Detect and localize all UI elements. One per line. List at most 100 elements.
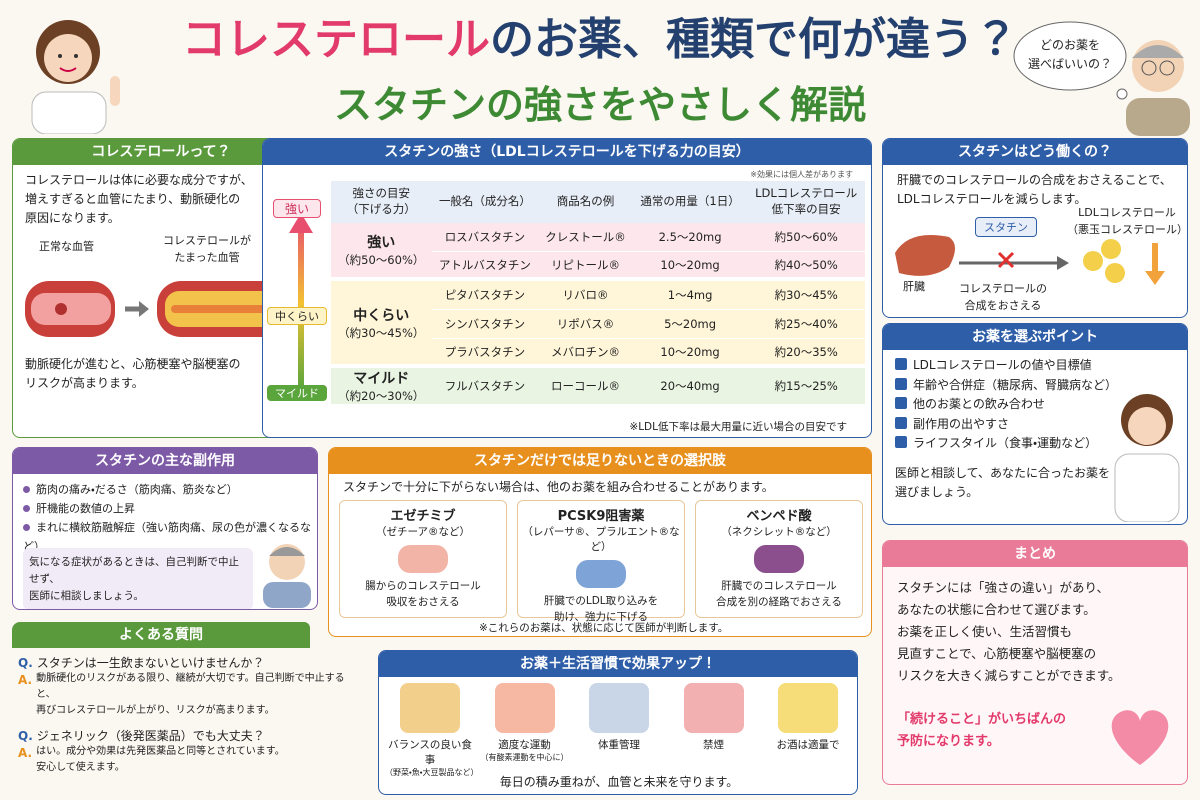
choose-text: ライフスタイル（食事・運動など） <box>913 436 1098 450</box>
life-icon <box>683 683 744 733</box>
life-list: バランスの良い食事 （野菜・魚・大豆製品など） 適度な運動 （有酸素運動を中心に） 体重… <box>385 683 853 778</box>
strength-arrow <box>289 213 313 389</box>
table-header: 商品名の例 <box>538 181 633 223</box>
life-label: 適度な運動 <box>498 739 551 751</box>
table-header: 強さの目安 （下げる力） <box>331 181 432 223</box>
life-item: 禁煙 <box>669 683 759 778</box>
choose-text: LDLコレステロールの値や目標値 <box>913 358 1092 372</box>
side-panel: スタチンの主な副作用 筋肉の痛み・だるさ（筋肉痛、筋炎など） 肝機能の数値の上昇ま… <box>12 447 318 610</box>
panel-title: スタチンはどう働くの？ <box>883 139 1187 165</box>
choose-item: ライフスタイル（食事・運動など） <box>895 434 1117 454</box>
side-item: 筋肉の痛み・だるさ（筋肉痛、筋炎など） <box>23 480 317 499</box>
vessel-illustration <box>25 281 297 337</box>
faq-question: Q. ジェネリック（後発医薬品）でも大丈夫？ <box>18 727 363 744</box>
life-icon <box>589 683 649 733</box>
note-top: ※効果には個人差があります <box>750 170 853 179</box>
panel-title: お薬＋生活習慣で効果アップ！ <box>379 651 857 677</box>
alt-panel: スタチンだけでは足りないときの選択肢 スタチンで十分に下がらない場合は、他のお薬… <box>328 447 872 637</box>
life-icon <box>778 683 838 733</box>
scale-label: マイルド <box>267 385 327 401</box>
checkbox <box>895 416 907 429</box>
table-cell: 約30〜45% <box>747 281 865 310</box>
strength-range: （約20〜30%） <box>338 389 425 403</box>
life-footer: 毎日の積み重ねが、血管と未来を守ります。 <box>499 775 739 789</box>
checkbox <box>895 436 907 448</box>
drug-name: ベンペド酸 <box>746 509 812 524</box>
life-label: 体重管理 <box>598 739 640 751</box>
panel-title: まとめ <box>883 541 1187 567</box>
strength-range: （約50〜60%） <box>338 253 425 267</box>
table-header: 通常の用量（1日） <box>632 181 748 223</box>
panel-title: スタチンの強さ（LDLコレステロールを下げる力の目安） <box>263 139 871 165</box>
drug-card: PCSK9阻害薬 （レパーサ®、プラルエント®など） 肝臓でのLDL取り込みを 助け… <box>517 500 685 623</box>
checkbox <box>895 397 907 409</box>
table-cell: 1〜4mg <box>632 281 748 310</box>
choose-item: LDLコレステロールの値や目標値 <box>895 356 1117 376</box>
table-cell: フルバスタチン <box>431 368 539 408</box>
faq-panel: よくある質問 Q. スタチンは一生飲まないといけませんか？ A. 動脈硬化のリスクがあ… <box>12 622 364 790</box>
table-cell: リバロ® <box>538 281 633 310</box>
table-row: 強い （約50〜60%） ロスバスタチン クレストール® 2.5〜20mg 約50〜60% <box>331 223 865 281</box>
title-b: のお薬、種類で何が違う？ <box>490 14 1018 65</box>
table-cell: ロスバスタチン <box>431 223 539 252</box>
normal-label: 正常な血管 <box>39 240 94 253</box>
panel-title: よくある質問 <box>12 622 310 648</box>
life-label: バランスの良い食事 <box>388 739 472 766</box>
cholesterol-panel: コレステロールって？ コレステロールは体に必要な成分ですが、 増えすぎると血管に… <box>12 138 310 438</box>
panel-title: コレステロールって？ <box>13 139 309 165</box>
side-list: 筋肉の痛み・だるさ（筋肉痛、筋炎など） 肝機能の数値の上昇 まれに横紋筋融解症（強い… <box>23 480 317 556</box>
man-illustration <box>263 544 311 608</box>
life-item: 体重管理 <box>574 683 664 778</box>
summary-panel: まとめ スタチンには「強さの違い」があり、 あなたの状態に合わせて選びます。 お… <box>882 540 1188 785</box>
strength-label: 中くらい <box>353 307 410 324</box>
bullet <box>23 524 30 531</box>
life-label: お酒は適量で <box>776 739 840 751</box>
doctor-illustration <box>1114 394 1180 522</box>
table-cell: リピトール® <box>538 252 633 281</box>
drug-example: （ネクシレット®など） <box>721 526 837 538</box>
table-header: LDLコレステロール 低下率の目安 <box>747 181 865 223</box>
summary-text: スタチンには「強さの違い」があり、 あなたの状態に合わせて選びます。 お薬を正し… <box>897 580 1121 683</box>
life-icon <box>494 683 555 733</box>
effect-label: コレステロールの 合成をおさえる <box>959 282 1047 312</box>
life-item: バランスの良い食事 （野菜・魚・大豆製品など） <box>385 683 478 778</box>
table-cell: 約15〜25% <box>747 368 865 408</box>
advice: 医師と相談して、あなたに合ったお薬を 選びましょう。 <box>895 466 1111 500</box>
side-item: まれに横紋筋融解症（強い筋肉痛、尿の色が濃くなるなど） <box>23 518 317 556</box>
scale-label: 強い <box>273 199 321 218</box>
cholesterol-text: コレステロールは体に必要な成分ですが、 増えすぎると血管にたまり、動脈硬化の 原… <box>25 173 253 226</box>
note-bottom: ※LDL低下率は最大用量に近い場合の目安です <box>629 421 847 433</box>
summary-emphasis: 「続けること」がいちばんの 予防になります。 <box>897 712 1067 750</box>
drug-name: エゼチミブ <box>390 509 456 524</box>
table-cell: アトルバスタチン <box>431 252 539 281</box>
q-label: Q. <box>18 729 33 743</box>
drug-card: エゼチミブ （ゼチーア®など） 腸からのコレステロール 吸収をおさえる <box>339 500 507 618</box>
alt-note: ※これらのお薬は、状態に応じて医師が判断します。 <box>479 622 729 634</box>
table-cell: 約50〜60% <box>747 223 865 252</box>
strength-cell: 中くらい （約30〜45%） <box>331 281 432 368</box>
clogged-label: コレステロールが たまった血管 <box>163 234 251 264</box>
alt-list: エゼチミブ （ゼチーア®など） 腸からのコレステロール 吸収をおさえる PCSK9阻害… <box>339 500 863 623</box>
faq-question: Q. スタチンは一生飲まないといけませんか？ <box>18 654 363 671</box>
drug-desc: 肝臓でのLDL取り込みを 助け、強力に下げる <box>543 595 659 623</box>
strength-label: マイルド <box>353 371 410 387</box>
scale-label: 中くらい <box>267 307 327 325</box>
checkbox <box>895 358 907 370</box>
bubble-text: どのお薬を 選べばいいの？ <box>1027 38 1112 71</box>
statin-label: スタチン <box>975 217 1037 237</box>
choose-text: 副作用の出やすさ <box>913 416 1010 431</box>
strength-cell: マイルド （約20〜30%） <box>331 368 432 408</box>
drug-desc: 腸からのコレステロール 吸収をおさえる <box>365 580 481 608</box>
strength-label: 強い <box>367 235 396 251</box>
bullet <box>23 486 30 493</box>
side-item: 肝機能の数値の上昇 <box>23 499 317 518</box>
statin-panel: スタチンの強さ（LDLコレステロールを下げる力の目安） ※効果には個人差がありま… <box>262 138 872 438</box>
mechanism-illustration <box>895 235 1165 285</box>
drug-desc: 肝臓でのコレステロール 合成を別の経路でおさえる <box>716 580 842 608</box>
table-cell: シンバスタチン <box>431 310 539 339</box>
checkbox <box>895 377 907 390</box>
choose-item: 年齢や合併症（糖尿病、腎臓病など） <box>895 376 1117 396</box>
table-cell: ローコール® <box>538 368 633 408</box>
panel-title: スタチンだけでは足りないときの選択肢 <box>329 448 871 474</box>
